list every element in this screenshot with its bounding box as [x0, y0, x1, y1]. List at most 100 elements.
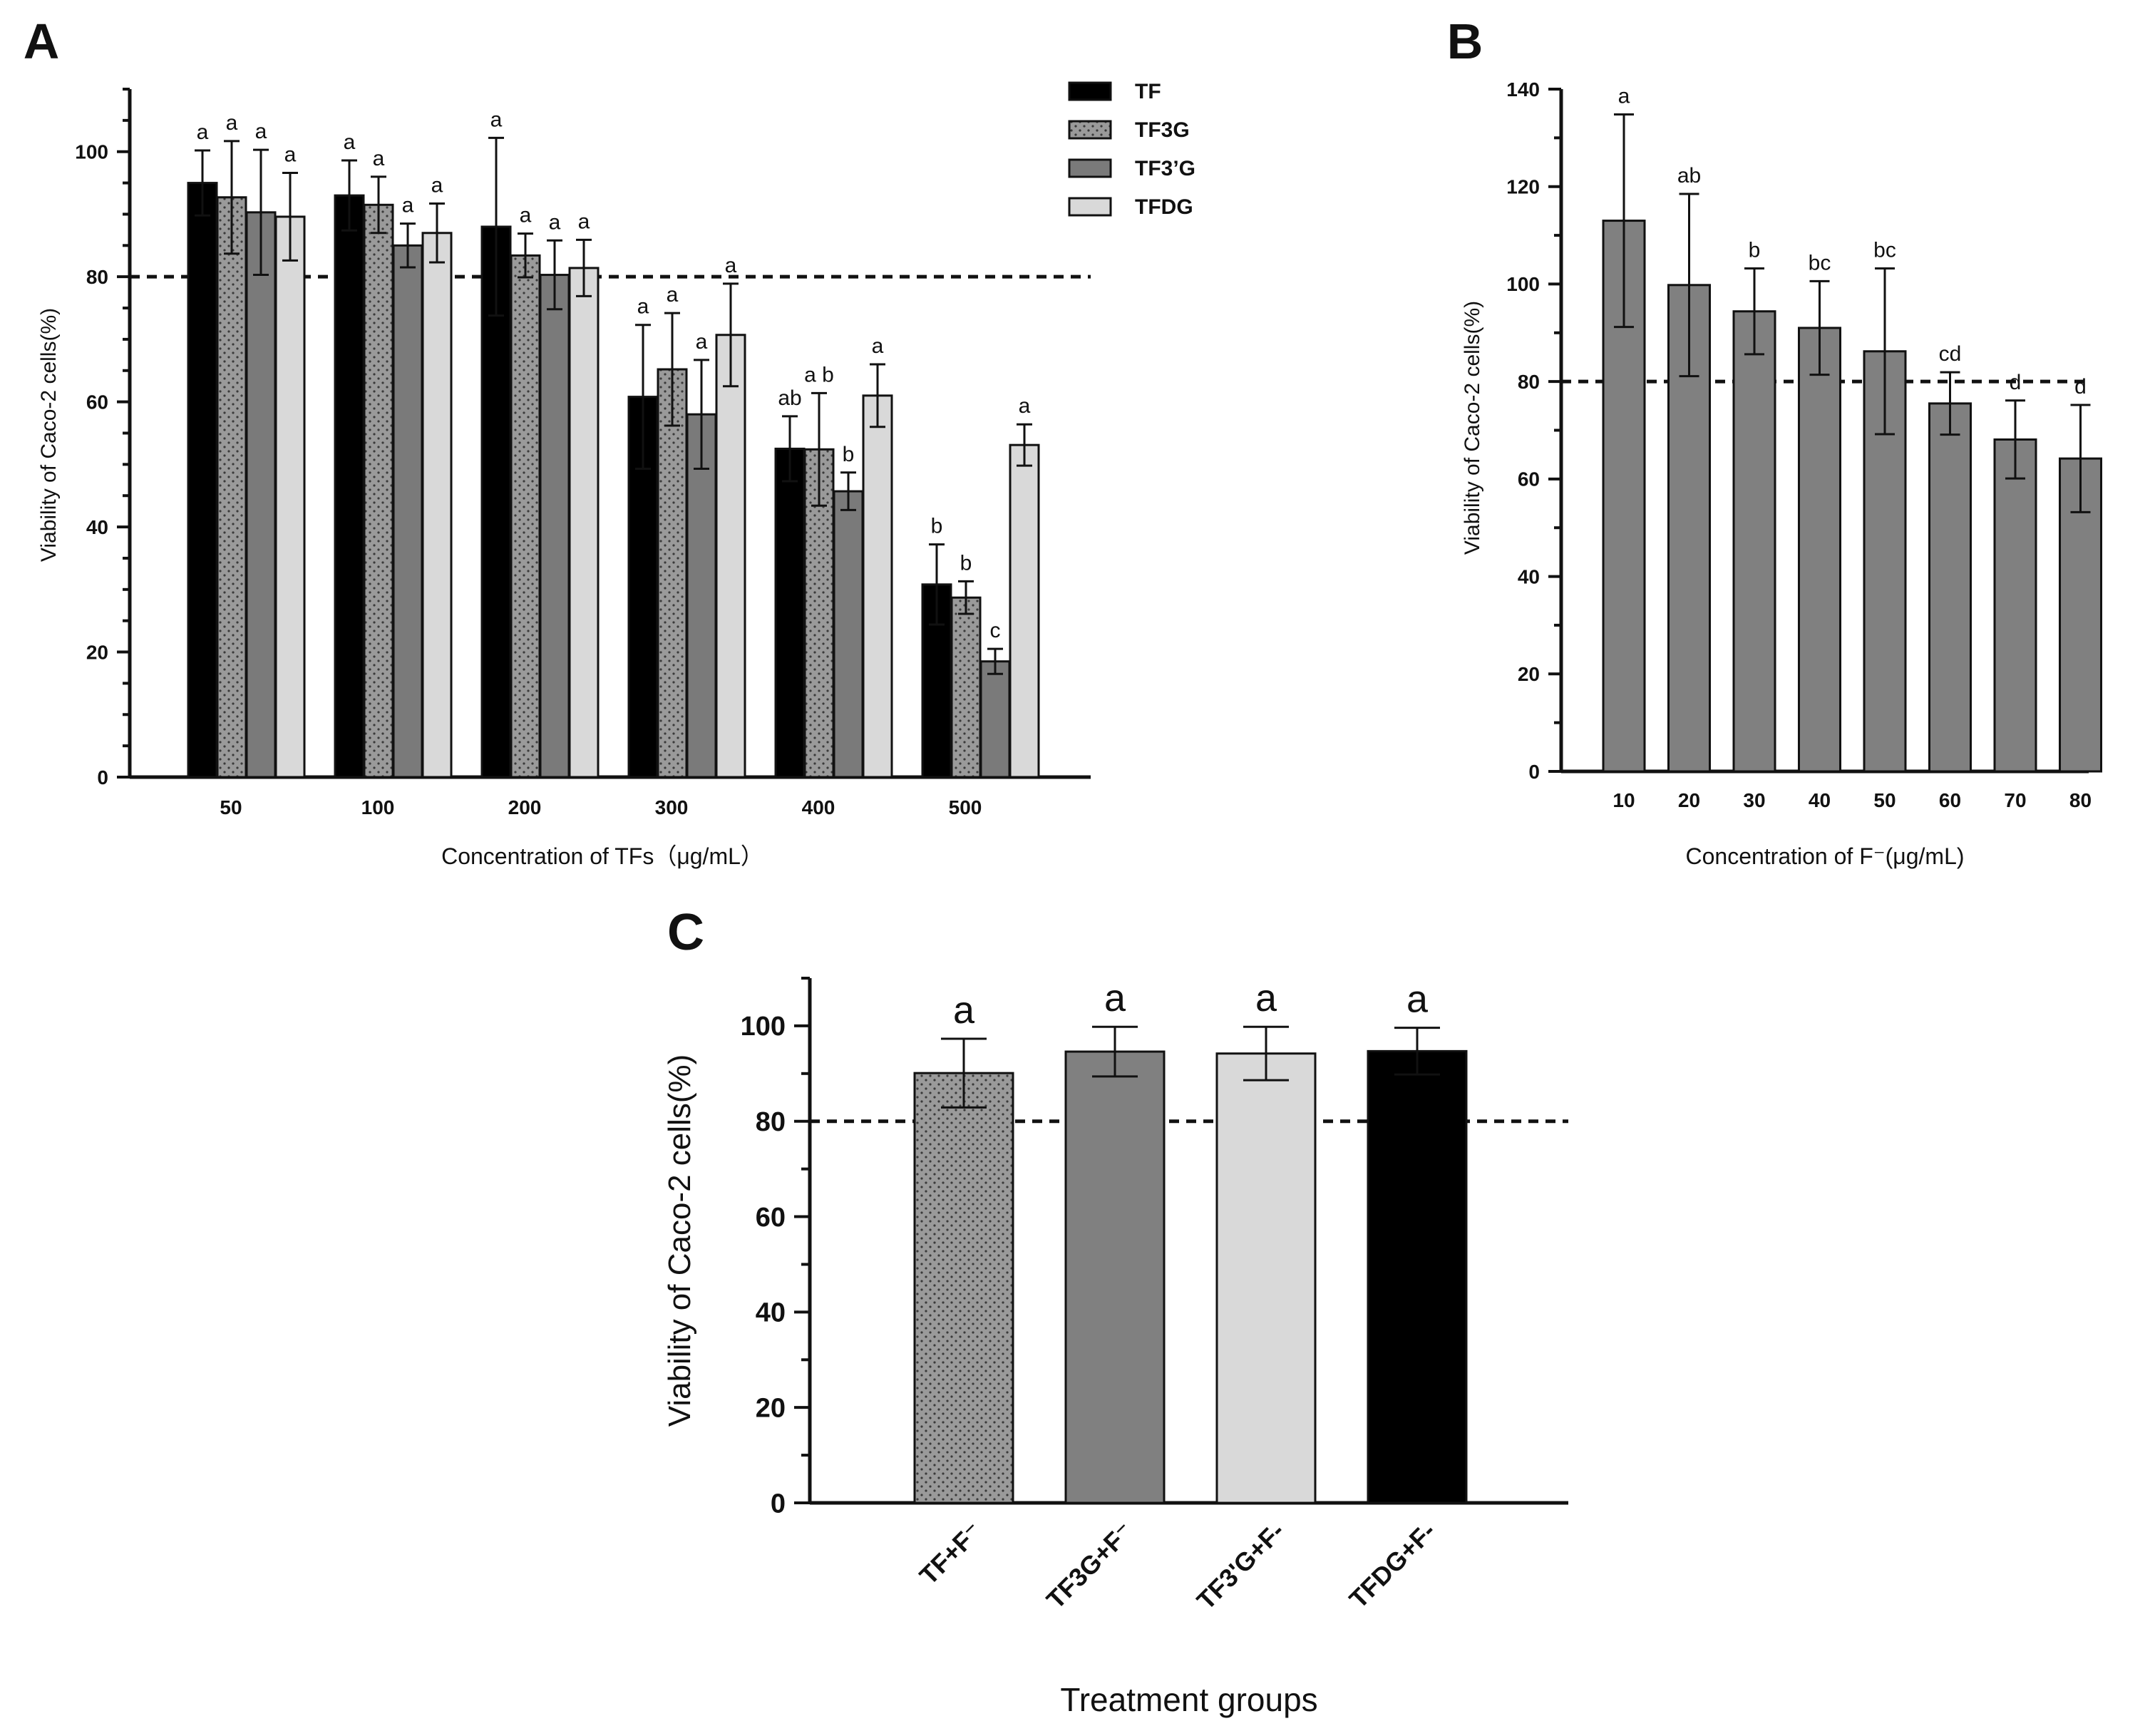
bar: [274, 215, 306, 779]
x-tick-label: TF3G+F⁻: [1041, 1516, 1139, 1615]
significance-letter: b: [960, 551, 972, 575]
x-tick-label: 300: [655, 796, 689, 818]
significance-letter: a: [1406, 978, 1429, 1021]
x-tick-label: 10: [1612, 789, 1635, 811]
significance-letter: b: [843, 443, 855, 466]
legend-label: TF3’G: [1135, 157, 1195, 180]
y-axis-title: Viability of Caco-2 cells(%): [1461, 301, 1484, 555]
legend-label: TF: [1135, 80, 1161, 103]
legend-swatch: [1068, 120, 1112, 140]
significance-letter: a: [725, 254, 737, 277]
significance-letter: ab: [1677, 164, 1701, 188]
x-tick-label: 400: [802, 796, 835, 818]
y-axis-title: Viability of Caco-2 cells(%): [37, 308, 61, 562]
y-tick-label: 100: [1506, 273, 1540, 295]
significance-letter: a: [637, 295, 649, 319]
bar: [833, 490, 864, 779]
x-tick-label: 50: [220, 796, 242, 818]
y-tick-label: 60: [86, 391, 108, 413]
y-tick-label: 60: [1518, 468, 1540, 491]
significance-letter: a: [549, 210, 561, 234]
x-tick-label: 70: [2004, 789, 2026, 811]
significance-letter: b: [1749, 239, 1761, 262]
significance-letter: a: [1618, 85, 1630, 108]
legend-swatch: [1068, 158, 1112, 178]
x-tick-label: 80: [2069, 789, 2092, 811]
significance-letter: ab: [778, 386, 801, 410]
significance-letter: a: [431, 174, 443, 197]
significance-letter: a: [1255, 977, 1277, 1019]
bar: [862, 394, 893, 779]
x-tick-label: 40: [1809, 789, 1831, 811]
bar: [539, 274, 570, 779]
significance-letter: a b: [804, 363, 834, 386]
significance-letter: a: [226, 111, 238, 135]
y-tick-label: 0: [1528, 761, 1540, 783]
significance-letter: a: [953, 989, 975, 1032]
bar: [1009, 443, 1040, 779]
y-axis-title: Viability of Caco-2 cells(%): [662, 1054, 697, 1427]
bar: [510, 254, 541, 779]
y-tick-label: 0: [771, 1489, 786, 1519]
bar: [568, 267, 600, 779]
bar: [950, 596, 982, 779]
bar: [1928, 402, 1972, 773]
bar: [657, 368, 688, 779]
y-tick-label: 120: [1506, 176, 1540, 198]
x-tick-label: 500: [949, 796, 982, 818]
y-tick-label: 40: [1518, 565, 1540, 587]
y-tick-label: 100: [75, 141, 108, 163]
panel-label: C: [667, 904, 704, 961]
significance-letter: a: [284, 143, 297, 167]
bar: [979, 660, 1011, 779]
y-tick-label: 60: [756, 1203, 786, 1233]
significance-letter: a: [667, 283, 679, 307]
y-tick-label: 80: [756, 1107, 786, 1137]
bar: [1993, 438, 2037, 773]
panel-label: B: [1447, 14, 1483, 69]
x-axis-title: Treatment groups: [1060, 1681, 1317, 1718]
bar: [363, 203, 394, 779]
significance-letter: a: [402, 194, 414, 217]
significance-letter: a: [520, 204, 532, 227]
significance-letter: a: [197, 120, 209, 144]
x-axis-title: Concentration of TFs（μg/mL）: [441, 843, 763, 869]
bar: [686, 413, 717, 779]
y-tick-label: 80: [1518, 371, 1540, 393]
bar: [715, 334, 746, 779]
significance-letter: a: [344, 130, 356, 154]
x-tick-label: 50: [1873, 789, 1896, 811]
panel-b-chart: 0 20 40 60 80 100 120 140 Ba 10 ab 20 b 30 bc 40 bc 50 cd 6…: [1447, 14, 2102, 869]
x-tick-label: TF+F⁻: [914, 1516, 988, 1591]
y-tick-label: 20: [86, 641, 108, 663]
x-axis-title: Concentration of F⁻(μg/mL): [1685, 843, 1964, 869]
legend-swatch: [1068, 81, 1112, 101]
significance-letter: a: [578, 210, 590, 233]
y-tick-label: 40: [86, 516, 108, 538]
significance-letter: cd: [1939, 342, 1962, 366]
y-tick-label: 140: [1506, 78, 1540, 101]
x-tick-label: 20: [1678, 789, 1700, 811]
significance-letter: d: [2074, 375, 2087, 399]
bar: [1798, 327, 1841, 773]
legend-swatch: [1068, 197, 1112, 217]
bar: [1064, 1050, 1166, 1504]
significance-letter: a: [255, 120, 267, 143]
bar: [187, 182, 218, 779]
x-tick-label: TFDG+F-: [1343, 1516, 1441, 1614]
y-tick-label: 80: [86, 266, 108, 288]
significance-letter: bc: [1873, 239, 1896, 262]
bar: [1732, 310, 1776, 773]
bar: [334, 194, 365, 779]
bar: [216, 196, 247, 779]
y-tick-label: 20: [1518, 663, 1540, 685]
significance-letter: b: [931, 515, 943, 538]
significance-letter: a: [872, 334, 884, 358]
significance-letter: a: [1104, 977, 1126, 1019]
y-tick-label: 20: [756, 1393, 786, 1423]
significance-letter: a: [1019, 394, 1031, 418]
bar: [1215, 1052, 1317, 1504]
panel-c-chart: 0 20 40 60 80 100 Ca TF+F⁻ a TF3G+F⁻ a TF3'G+F-a TFD…: [662, 904, 1568, 1718]
